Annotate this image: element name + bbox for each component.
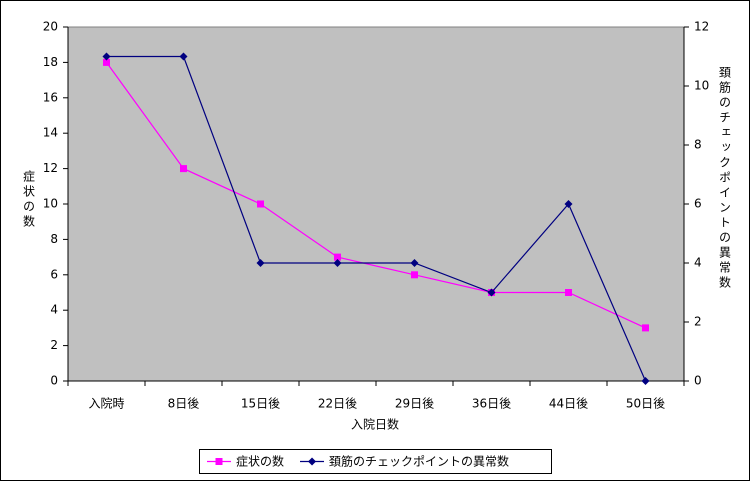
y-tick-label: 6 xyxy=(50,267,58,281)
legend-marker xyxy=(308,457,317,466)
y2-tick-label: 6 xyxy=(694,197,702,211)
x-tick-label: 44日後 xyxy=(549,397,588,411)
x-axis-label: 入院日数 xyxy=(351,417,399,432)
y2-tick-label: 12 xyxy=(694,20,709,34)
legend-box xyxy=(199,449,552,474)
y-tick-label: 2 xyxy=(50,338,58,352)
y-tick-label: 0 xyxy=(50,374,58,388)
legend-label: 頚筋のチェックポイントの異常数 xyxy=(329,454,509,469)
y2-tick-label: 2 xyxy=(694,315,702,329)
y-axis-label: 症状の数 xyxy=(22,169,36,230)
legend-label: 症状の数 xyxy=(236,454,284,469)
legend-marker xyxy=(215,458,223,465)
point xyxy=(102,52,111,61)
x-tick-label: 8日後 xyxy=(168,397,200,411)
x-tick-label: 入院時 xyxy=(88,397,124,411)
point xyxy=(410,259,419,267)
y2-tick-label: 10 xyxy=(694,79,709,93)
point xyxy=(256,259,265,267)
y-tick-label: 4 xyxy=(50,303,58,317)
series-line xyxy=(106,55,647,382)
point xyxy=(487,288,496,297)
point xyxy=(641,377,650,385)
point xyxy=(103,58,110,66)
x-tick-label: 15日後 xyxy=(241,397,280,411)
point xyxy=(411,271,418,279)
x-tick-label: 50日後 xyxy=(626,397,665,411)
x-tick-label: 29日後 xyxy=(395,397,434,411)
y2-tick-label: 4 xyxy=(694,256,702,270)
point xyxy=(179,52,188,61)
y-tick-label: 16 xyxy=(43,90,58,104)
plot-area xyxy=(67,26,685,382)
point xyxy=(334,253,341,261)
y-tick-label: 14 xyxy=(43,126,58,140)
point xyxy=(565,289,572,296)
y-tick-label: 8 xyxy=(50,232,58,246)
point xyxy=(642,324,649,332)
y-tick-label: 18 xyxy=(43,55,58,69)
y2-tick-label: 0 xyxy=(694,374,702,388)
point xyxy=(564,200,573,208)
point xyxy=(333,259,342,267)
y-tick-label: 12 xyxy=(43,161,58,175)
x-tick-label: 36日後 xyxy=(472,397,511,411)
y2-axis-label: 頚筋のチェックポイントの異常数 xyxy=(718,66,732,291)
y-tick-label: 10 xyxy=(43,197,58,211)
series-line xyxy=(106,62,646,329)
x-tick-label: 22日後 xyxy=(318,397,357,411)
y-tick-label: 20 xyxy=(43,20,58,34)
legend: 症状の数 頚筋のチェックポイントの異常数 xyxy=(199,449,552,474)
point xyxy=(257,200,264,208)
y2-tick-label: 8 xyxy=(694,138,702,152)
point xyxy=(180,165,187,173)
